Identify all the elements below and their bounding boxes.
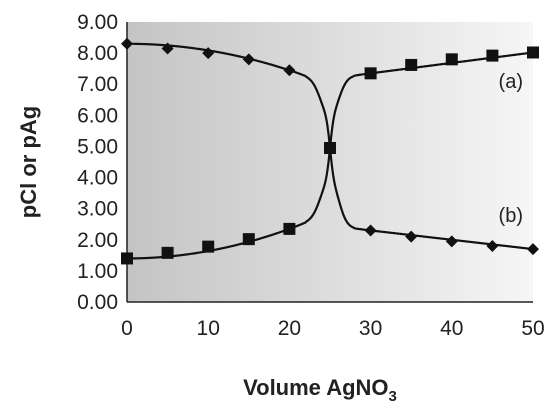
series-a-square-marker bbox=[527, 46, 539, 59]
curve-labels: (a) (b) bbox=[499, 71, 523, 227]
series-b-diamond-marker bbox=[445, 235, 458, 248]
series-a-square-marker bbox=[486, 49, 499, 62]
series-a-diamond-marker bbox=[283, 64, 296, 77]
series-b-diamond-marker bbox=[486, 240, 499, 252]
x-tick-label: 40 bbox=[440, 317, 463, 340]
y-tick-label: 2.00 bbox=[77, 229, 118, 252]
x-tick-label: 50 bbox=[521, 317, 544, 340]
series-a-diamond-marker bbox=[121, 37, 133, 50]
series-b-diamond-marker bbox=[405, 230, 418, 243]
series-a-square-marker bbox=[364, 67, 377, 80]
y-tick-label: 8.00 bbox=[77, 42, 118, 65]
y-tick-label: 7.00 bbox=[77, 73, 118, 96]
series-a-square-marker bbox=[445, 53, 458, 66]
tick-labels: 0.00 1.00 2.00 3.00 4.00 5.00 6.00 7.00 8.00 9.00… bbox=[77, 11, 545, 340]
x-tick-label: 0 bbox=[121, 317, 133, 340]
y-tick-label: 4.00 bbox=[77, 167, 118, 190]
series-b-diamond-marker bbox=[527, 243, 539, 256]
y-tick-label: 0.00 bbox=[77, 291, 118, 314]
series-b-diamond-marker bbox=[364, 224, 377, 237]
series-b-square-marker bbox=[242, 233, 255, 246]
x-axis-title-main: Volume AgNO bbox=[243, 375, 388, 400]
x-tick-label: 30 bbox=[359, 317, 382, 340]
plot-background bbox=[127, 22, 533, 302]
series-b-square-marker bbox=[161, 246, 174, 259]
markers bbox=[121, 37, 539, 265]
series-a-diamond-marker bbox=[242, 53, 255, 66]
series-b-square-marker bbox=[283, 222, 296, 235]
x-axis-title-subscript: 3 bbox=[389, 388, 397, 405]
y-axis-title: pCl or pAg bbox=[16, 106, 41, 218]
y-tick-label: 3.00 bbox=[77, 198, 118, 221]
x-tick-label: 10 bbox=[197, 317, 220, 340]
y-tick-label: 1.00 bbox=[77, 260, 118, 283]
series-a-diamond-marker bbox=[161, 42, 174, 55]
series-b-square-marker bbox=[202, 240, 215, 253]
curve-label-b: (b) bbox=[499, 205, 523, 227]
x-axis-title: Volume AgNO3 bbox=[243, 375, 397, 405]
series-a-diamond-marker bbox=[202, 47, 215, 60]
y-tick-label: 6.00 bbox=[77, 104, 118, 127]
curve-label-a: (a) bbox=[499, 71, 523, 93]
x-tick-label: 20 bbox=[278, 317, 301, 340]
series-a-square-marker bbox=[405, 58, 418, 71]
series-b-square-marker bbox=[121, 252, 133, 265]
series-a-square-marker bbox=[324, 142, 336, 154]
y-tick-label: 9.00 bbox=[77, 11, 118, 34]
y-tick-label: 5.00 bbox=[77, 135, 118, 158]
